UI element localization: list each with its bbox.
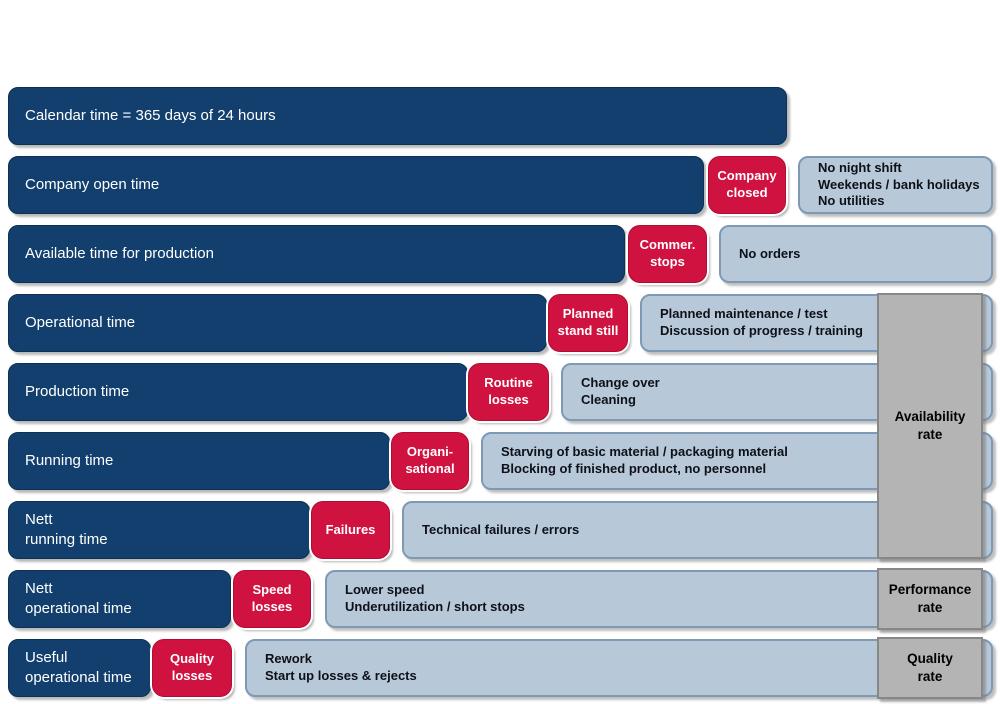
loss-badge-label-line: losses — [171, 668, 213, 683]
time-bar-label-line: Nett — [25, 510, 53, 528]
loss-badge-label-line: Company — [717, 168, 777, 184]
note-line: Starving of basic material / packaging m… — [501, 444, 788, 460]
note-box-rework: Rework Start up losses & rejects — [245, 639, 993, 697]
time-bar-nett-operational-time: Nett operational time — [8, 570, 231, 628]
time-bar-label-line: Useful — [25, 648, 68, 666]
time-bar-nett-running-time: Nett running time — [8, 501, 310, 559]
time-bar-label-line: running time — [25, 531, 108, 548]
time-bar-label: Available time for production — [25, 244, 214, 262]
time-bar-operational-time: Operational time — [8, 294, 547, 352]
time-bar-running-time: Running time — [8, 432, 390, 490]
time-bar-label-line: operational time — [25, 669, 132, 686]
note-line: No utilities — [818, 193, 885, 209]
rate-label-line: rate — [917, 427, 943, 442]
loss-badge-organisational: Organi- sational — [391, 432, 469, 490]
rate-box-quality: Quality rate — [877, 637, 983, 699]
loss-badge-routine-losses: Routine losses — [468, 363, 549, 421]
loss-badge-planned-stand-still: Planned stand still — [548, 294, 628, 352]
note-line: Lower speed — [345, 582, 425, 598]
rate-box-availability: Availability rate — [877, 293, 983, 559]
loss-badge-label-line: Planned — [562, 306, 614, 322]
rate-label-line: rate — [917, 600, 943, 615]
time-bar-production-time: Production time — [8, 363, 468, 421]
rate-label-line: Availability — [894, 408, 966, 424]
time-bar-useful-operational-time: Useful operational time — [8, 639, 151, 697]
loss-badge-label-line: Speed — [252, 582, 292, 598]
time-bar-label-line: operational time — [25, 600, 132, 617]
note-line: Blocking of finished product, no personn… — [501, 461, 767, 476]
time-bar-available-time: Available time for production — [8, 225, 625, 283]
time-bar-label: Operational time — [25, 313, 136, 331]
note-line: Planned maintenance / test — [660, 306, 828, 322]
time-bar-label: Company open time — [25, 175, 160, 193]
loss-badge-company-closed: Company closed — [708, 156, 786, 214]
rate-label-line: rate — [917, 669, 943, 684]
loss-badge-label-line: losses — [488, 392, 529, 407]
time-bar-company-open-time: Company open time — [8, 156, 704, 214]
loss-badge-quality-losses: Quality losses — [152, 639, 232, 697]
rate-label-line: Performance — [888, 581, 972, 597]
note-line: Weekends / bank holidays — [818, 176, 980, 192]
loss-badge-label-line: Organi- — [406, 444, 454, 460]
note-line: No orders — [739, 245, 801, 261]
loss-badge-label-line: Quality — [169, 651, 215, 667]
loss-badge-label-line: Commer. — [639, 237, 696, 253]
note-line: Change over — [581, 375, 660, 391]
loss-badge-label-line: Routine — [484, 375, 533, 391]
note-line: Cleaning — [581, 392, 636, 407]
note-box-no-orders: No orders — [719, 225, 993, 283]
time-bar-label: Running time — [25, 451, 114, 469]
loss-badge-label-line: closed — [726, 185, 768, 200]
loss-badge-label-line: stops — [650, 254, 685, 269]
loss-badge-label-line: stand still — [557, 323, 619, 338]
note-line: Start up losses & rejects — [265, 668, 417, 683]
loss-badge-label-line: losses — [251, 599, 293, 614]
loss-badge-label-line: Failures — [325, 521, 376, 537]
time-bar-label-line: Nett — [25, 579, 53, 597]
loss-badge-label-line: sational — [405, 461, 455, 476]
loss-badge-commercial-stops: Commer. stops — [628, 225, 707, 283]
rate-box-performance: Performance rate — [877, 568, 983, 630]
loss-badge-speed-losses: Speed losses — [233, 570, 311, 628]
note-line: Discussion of progress / training — [660, 323, 863, 338]
time-bar-label: Calendar time = 365 days of 24 hours — [25, 106, 276, 124]
note-line: Underutilization / short stops — [345, 599, 525, 614]
time-bar-label: Production time — [25, 382, 130, 400]
note-line: Rework — [265, 651, 312, 667]
loss-badge-failures: Failures — [311, 501, 390, 559]
rate-label-line: Quality — [907, 650, 953, 666]
note-line: No night shift — [818, 159, 902, 175]
time-bar-calendar-time: Calendar time = 365 days of 24 hours — [8, 87, 787, 145]
note-line: Technical failures / errors — [422, 521, 580, 537]
note-box-company-closed-reasons: No night shift Weekends / bank holidays … — [798, 156, 993, 214]
